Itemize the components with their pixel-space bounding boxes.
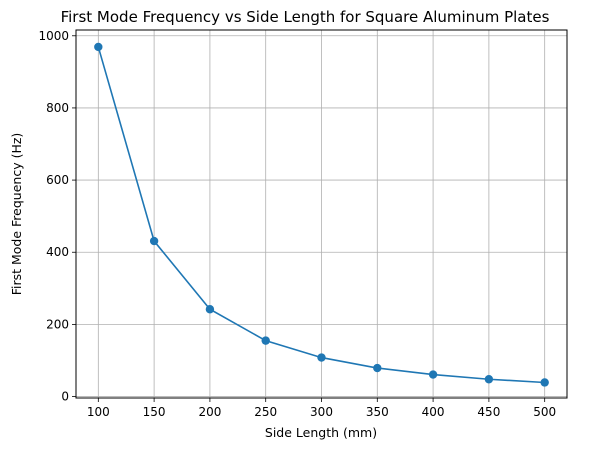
y-tick-label: 0	[61, 390, 69, 404]
data-point	[317, 353, 326, 362]
y-axis: 0 200 400 600 800 1000	[38, 29, 76, 404]
watermark: 知乎 @门泊东吴三俩船	[415, 415, 559, 432]
data-point	[428, 370, 438, 379]
x-tick-label: 100	[87, 405, 110, 419]
y-tick-label: 200	[46, 317, 69, 331]
y-tick-label: 400	[46, 245, 69, 259]
x-tick-label: 400	[422, 405, 445, 419]
x-tick-label: 350	[366, 405, 389, 419]
x-tick-label: 250	[254, 405, 277, 419]
data-point	[205, 305, 215, 314]
x-tick-label: 500	[533, 405, 556, 419]
data-point	[94, 42, 103, 52]
x-axis-label: Side Length (mm)	[265, 425, 377, 440]
x-axis: 100 150 200 250 300 350 400 450 500	[87, 398, 556, 419]
x-tick-label: 450	[477, 405, 500, 419]
chart-title: First Mode Frequency vs Side Length for …	[61, 8, 550, 26]
data-point	[484, 375, 494, 384]
y-tick-label: 600	[46, 173, 69, 187]
data-point	[149, 236, 159, 246]
x-tick-label: 200	[198, 405, 221, 419]
x-tick-label: 300	[310, 405, 333, 419]
x-tick-label: 150	[143, 405, 166, 419]
series-group	[94, 42, 549, 387]
y-tick-label: 800	[46, 101, 69, 115]
data-point	[373, 363, 382, 373]
y-axis-label: First Mode Frequency (Hz)	[9, 133, 24, 296]
data-point	[261, 336, 270, 345]
grid	[76, 30, 567, 398]
y-tick-label: 1000	[38, 29, 69, 43]
data-point	[540, 378, 549, 387]
